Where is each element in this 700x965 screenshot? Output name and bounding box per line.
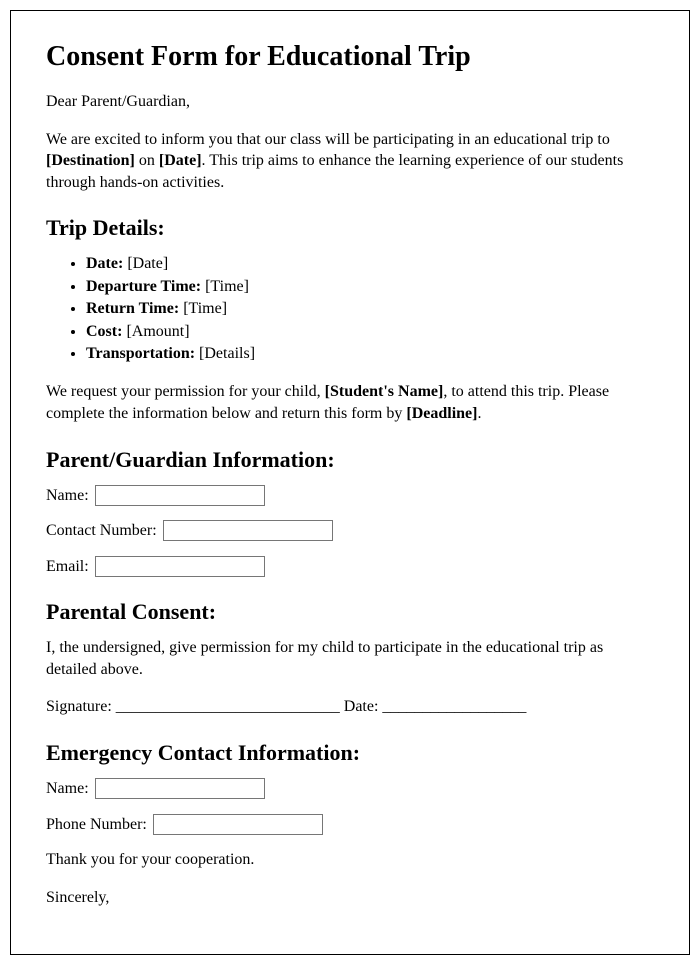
parent-email-input[interactable]	[95, 556, 265, 577]
form-container: Consent Form for Educational Trip Dear P…	[10, 10, 690, 955]
permission-suffix: .	[477, 405, 481, 422]
emergency-phone-input[interactable]	[153, 814, 323, 835]
parent-name-label: Name:	[46, 487, 89, 504]
list-item: Return Time: [Time]	[86, 298, 654, 320]
detail-value: [Time]	[205, 278, 249, 295]
detail-label: Date:	[86, 255, 123, 272]
parent-info-heading: Parent/Guardian Information:	[46, 447, 654, 473]
list-item: Date: [Date]	[86, 253, 654, 275]
parent-contact-input[interactable]	[163, 520, 333, 541]
list-item: Departure Time: [Time]	[86, 276, 654, 298]
parent-contact-field: Contact Number:	[46, 520, 654, 542]
parent-name-input[interactable]	[95, 485, 265, 506]
detail-label: Departure Time:	[86, 278, 201, 295]
permission-paragraph: We request your permission for your chil…	[46, 381, 654, 424]
trip-details-list: Date: [Date] Departure Time: [Time] Retu…	[46, 253, 654, 365]
detail-value: [Time]	[183, 300, 227, 317]
detail-label: Return Time:	[86, 300, 179, 317]
emergency-name-label: Name:	[46, 780, 89, 797]
salutation: Dear Parent/Guardian,	[46, 91, 654, 113]
detail-label: Cost:	[86, 323, 122, 340]
thanks-text: Thank you for your cooperation.	[46, 849, 654, 871]
permission-deadline: [Deadline]	[406, 405, 477, 422]
intro-destination: [Destination]	[46, 152, 135, 169]
intro-prefix: We are excited to inform you that our cl…	[46, 131, 610, 148]
consent-text: I, the undersigned, give permission for …	[46, 637, 654, 680]
emergency-heading: Emergency Contact Information:	[46, 740, 654, 766]
emergency-name-field: Name:	[46, 778, 654, 800]
emergency-phone-field: Phone Number:	[46, 814, 654, 836]
detail-value: [Amount]	[126, 323, 189, 340]
detail-value: [Date]	[127, 255, 168, 272]
parent-name-field: Name:	[46, 485, 654, 507]
emergency-phone-label: Phone Number:	[46, 816, 147, 833]
emergency-name-input[interactable]	[95, 778, 265, 799]
intro-paragraph: We are excited to inform you that our cl…	[46, 129, 654, 194]
parent-email-label: Email:	[46, 558, 89, 575]
closing-text: Sincerely,	[46, 887, 654, 909]
list-item: Cost: [Amount]	[86, 321, 654, 343]
detail-value: [Details]	[199, 345, 255, 362]
parent-contact-label: Contact Number:	[46, 522, 157, 539]
trip-details-heading: Trip Details:	[46, 215, 654, 241]
permission-student-name: [Student's Name]	[325, 383, 444, 400]
intro-date: [Date]	[159, 152, 202, 169]
consent-heading: Parental Consent:	[46, 599, 654, 625]
parent-email-field: Email:	[46, 556, 654, 578]
permission-prefix: We request your permission for your chil…	[46, 383, 325, 400]
detail-label: Transportation:	[86, 345, 195, 362]
list-item: Transportation: [Details]	[86, 343, 654, 365]
intro-middle: on	[135, 152, 159, 169]
signature-line: Signature: ____________________________ …	[46, 696, 654, 718]
page-title: Consent Form for Educational Trip	[46, 41, 654, 73]
